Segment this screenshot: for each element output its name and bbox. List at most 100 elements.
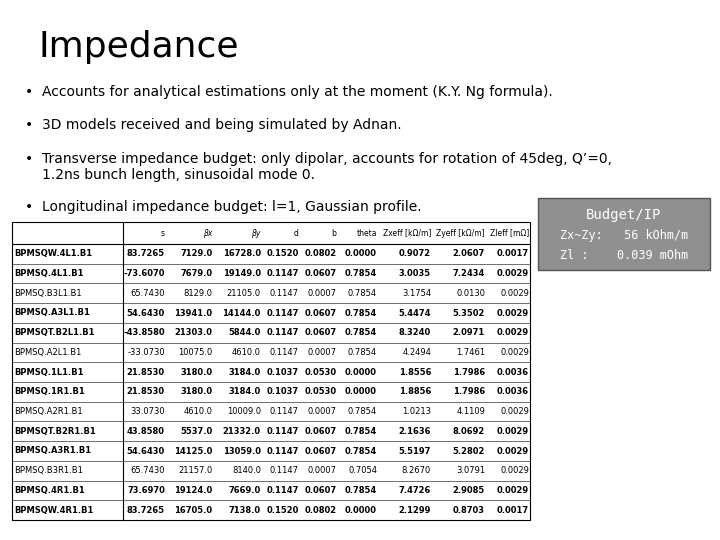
Text: 0.0029: 0.0029 — [497, 328, 529, 337]
Text: 0.0007: 0.0007 — [307, 466, 336, 475]
Text: 0.0036: 0.0036 — [497, 387, 529, 396]
Text: 83.7265: 83.7265 — [127, 249, 165, 258]
Text: 0.7854: 0.7854 — [345, 269, 377, 278]
Text: 0.0017: 0.0017 — [497, 249, 529, 258]
Text: -33.0730: -33.0730 — [127, 348, 165, 357]
Text: 4610.0: 4610.0 — [184, 407, 212, 416]
Text: BPMSQ.A2L1.B1: BPMSQ.A2L1.B1 — [14, 348, 81, 357]
Text: βx: βx — [203, 228, 212, 238]
Text: Zxeff [kΩ/m]: Zxeff [kΩ/m] — [383, 228, 431, 238]
Text: BPMSQ.4L1.B1: BPMSQ.4L1.B1 — [14, 269, 84, 278]
Text: 16728.0: 16728.0 — [222, 249, 261, 258]
Text: 19149.0: 19149.0 — [222, 269, 261, 278]
Text: 0.0802: 0.0802 — [305, 505, 336, 515]
Text: 83.7265: 83.7265 — [127, 505, 165, 515]
Text: 1.7461: 1.7461 — [456, 348, 485, 357]
Text: 21.8530: 21.8530 — [127, 387, 165, 396]
Text: BPMSQ.1L1.B1: BPMSQ.1L1.B1 — [14, 368, 84, 376]
Text: •: • — [25, 85, 33, 99]
Text: 0.1520: 0.1520 — [266, 505, 299, 515]
Text: •: • — [25, 200, 33, 214]
Text: 0.0029: 0.0029 — [500, 466, 529, 475]
Text: 21157.0: 21157.0 — [178, 466, 212, 475]
Text: 0.1147: 0.1147 — [266, 427, 299, 436]
Text: 0.0017: 0.0017 — [497, 505, 529, 515]
Text: 0.1147: 0.1147 — [266, 486, 299, 495]
Text: 1.0213: 1.0213 — [402, 407, 431, 416]
Text: 0.0007: 0.0007 — [307, 348, 336, 357]
Text: BPMSQW.4L1.B1: BPMSQW.4L1.B1 — [14, 249, 92, 258]
Text: 0.7854: 0.7854 — [345, 447, 377, 456]
Text: 0.0029: 0.0029 — [500, 289, 529, 298]
Text: 0.0029: 0.0029 — [497, 447, 529, 456]
Text: 3184.0: 3184.0 — [229, 387, 261, 396]
Text: BPMSQ.4R1.B1: BPMSQ.4R1.B1 — [14, 486, 85, 495]
Text: BPMSQ.1R1.B1: BPMSQ.1R1.B1 — [14, 387, 85, 396]
Text: s: s — [161, 228, 165, 238]
Text: 5844.0: 5844.0 — [228, 328, 261, 337]
Text: 0.7054: 0.7054 — [348, 466, 377, 475]
Bar — [12, 222, 530, 520]
Text: 3.0035: 3.0035 — [399, 269, 431, 278]
Text: 2.0607: 2.0607 — [453, 249, 485, 258]
Text: 65.7430: 65.7430 — [130, 466, 165, 475]
Text: 14144.0: 14144.0 — [222, 308, 261, 318]
Text: 2.9085: 2.9085 — [453, 486, 485, 495]
Text: 5.4474: 5.4474 — [399, 308, 431, 318]
Text: 2.0971: 2.0971 — [453, 328, 485, 337]
Text: 0.0029: 0.0029 — [500, 348, 529, 357]
Text: 0.7854: 0.7854 — [345, 486, 377, 495]
Text: 0.0607: 0.0607 — [305, 486, 336, 495]
Text: 43.8580: 43.8580 — [127, 427, 165, 436]
Text: 21332.0: 21332.0 — [222, 427, 261, 436]
Text: 0.0607: 0.0607 — [305, 447, 336, 456]
Text: 0.1147: 0.1147 — [266, 328, 299, 337]
Text: 5.5197: 5.5197 — [399, 447, 431, 456]
Text: 3.0791: 3.0791 — [456, 466, 485, 475]
Text: 0.0029: 0.0029 — [500, 407, 529, 416]
Text: 0.1520: 0.1520 — [266, 249, 299, 258]
Text: 0.1147: 0.1147 — [270, 348, 299, 357]
Text: 7138.0: 7138.0 — [229, 505, 261, 515]
Text: 7.4726: 7.4726 — [399, 486, 431, 495]
Text: 2.1299: 2.1299 — [399, 505, 431, 515]
Text: BPMSQ.A3L1.B1: BPMSQ.A3L1.B1 — [14, 308, 90, 318]
Text: Accounts for analytical estimations only at the moment (K.Y. Ng formula).: Accounts for analytical estimations only… — [42, 85, 553, 99]
Text: Budget/IP: Budget/IP — [586, 207, 662, 221]
Text: 7.2434: 7.2434 — [453, 269, 485, 278]
FancyBboxPatch shape — [538, 198, 710, 270]
Text: 4.2494: 4.2494 — [402, 348, 431, 357]
Text: 0.7854: 0.7854 — [348, 348, 377, 357]
Text: 0.1147: 0.1147 — [266, 308, 299, 318]
Text: 0.0007: 0.0007 — [307, 407, 336, 416]
Text: 0.8703: 0.8703 — [453, 505, 485, 515]
Text: 7129.0: 7129.0 — [180, 249, 212, 258]
Text: 33.0730: 33.0730 — [130, 407, 165, 416]
Text: 0.0000: 0.0000 — [345, 505, 377, 515]
Text: 14125.0: 14125.0 — [174, 447, 212, 456]
Text: 0.0607: 0.0607 — [305, 308, 336, 318]
Text: 1.7986: 1.7986 — [453, 387, 485, 396]
Text: 0.7854: 0.7854 — [345, 328, 377, 337]
Text: 73.6970: 73.6970 — [127, 486, 165, 495]
Text: 5537.0: 5537.0 — [180, 427, 212, 436]
Text: 65.7430: 65.7430 — [130, 289, 165, 298]
Text: 3D models received and being simulated by Adnan.: 3D models received and being simulated b… — [42, 118, 402, 132]
Text: 0.9072: 0.9072 — [399, 249, 431, 258]
Text: b: b — [332, 228, 336, 238]
Text: 0.1147: 0.1147 — [270, 466, 299, 475]
Text: 3.1754: 3.1754 — [402, 289, 431, 298]
Text: -43.8580: -43.8580 — [123, 328, 165, 337]
Text: 13941.0: 13941.0 — [174, 308, 212, 318]
Text: Zx~Zy:   56 kOhm/m: Zx~Zy: 56 kOhm/m — [560, 229, 688, 242]
Text: 0.0530: 0.0530 — [305, 387, 336, 396]
Text: 8.3240: 8.3240 — [399, 328, 431, 337]
Text: Zyeff [kΩ/m]: Zyeff [kΩ/m] — [436, 228, 485, 238]
Text: βy: βy — [251, 228, 261, 238]
Text: 0.1147: 0.1147 — [266, 269, 299, 278]
Text: BPMSQT.B2L1.B1: BPMSQT.B2L1.B1 — [14, 328, 94, 337]
Text: 0.1147: 0.1147 — [270, 407, 299, 416]
Text: 7669.0: 7669.0 — [229, 486, 261, 495]
Text: 10009.0: 10009.0 — [227, 407, 261, 416]
Text: 1.8556: 1.8556 — [399, 368, 431, 376]
